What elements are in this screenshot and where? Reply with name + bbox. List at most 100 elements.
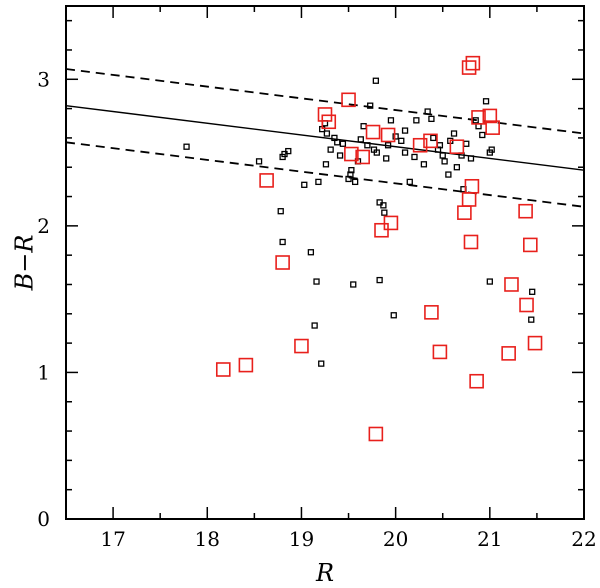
red-square-point-27 (471, 110, 486, 125)
y-tick-label: 3 (37, 67, 50, 91)
black-square-point-12 (315, 178, 322, 186)
red-square-point-15 (412, 137, 428, 153)
red-square-point-13 (380, 127, 396, 143)
x-tick-label: 18 (195, 527, 220, 551)
red-square-point-18 (432, 344, 448, 360)
black-square-point-37 (381, 209, 388, 216)
black-square-point-66 (482, 98, 490, 105)
black-square-point-63 (472, 117, 479, 124)
red-square-point-12 (374, 222, 389, 238)
black-square-point-1 (255, 158, 263, 165)
black-square-point-5 (277, 208, 284, 215)
red-square-point-2 (259, 173, 274, 188)
red-square-point-10 (365, 124, 381, 140)
black-square-point-68 (486, 278, 493, 285)
black-square-point-69 (488, 146, 495, 153)
black-square-point-6 (279, 238, 286, 246)
y-axis-label: B−R (10, 235, 38, 292)
black-square-point-71 (528, 316, 535, 323)
black-square-point-10 (311, 322, 318, 329)
x-tick-label: 20 (383, 527, 408, 551)
black-square-point-41 (392, 133, 399, 140)
red-square-point-14 (383, 215, 399, 231)
red-square-point-30 (501, 346, 516, 361)
black-square-point-27 (357, 136, 364, 143)
black-square-point-24 (350, 281, 357, 288)
red-square-point-33 (519, 297, 534, 313)
dashed-line-2 (65, 141, 585, 208)
x-tick-label: 17 (100, 527, 125, 551)
red-square-point-23 (461, 192, 477, 207)
black-square-point-46 (413, 117, 420, 124)
black-square-point-35 (380, 202, 387, 209)
x-tick-label: 19 (289, 527, 314, 551)
black-square-point-55 (445, 171, 452, 178)
black-square-point-43 (401, 149, 409, 156)
red-square-point-17 (424, 305, 439, 320)
red-square-point-24 (464, 178, 480, 194)
black-square-point-21 (339, 140, 347, 147)
red-square-point-34 (523, 237, 538, 253)
black-square-point-47 (420, 161, 428, 168)
black-square-point-17 (327, 146, 334, 153)
black-square-point-29 (364, 142, 371, 149)
black-square-point-19 (334, 139, 341, 146)
black-square-point-50 (430, 134, 437, 142)
black-square-point-40 (390, 312, 397, 319)
black-square-point-11 (318, 360, 325, 367)
red-square-point-20 (457, 205, 472, 220)
black-square-point-61 (463, 140, 470, 147)
data-points (183, 55, 543, 442)
black-square-point-42 (398, 137, 405, 144)
black-square-point-4 (285, 147, 292, 155)
red-square-point-11 (368, 426, 384, 442)
black-square-point-74 (401, 127, 409, 134)
black-square-point-16 (322, 161, 330, 168)
red-square-point-8 (344, 146, 359, 162)
black-square-point-32 (372, 77, 380, 84)
black-square-point-25 (351, 178, 359, 186)
y-tick-label: 0 (37, 507, 50, 531)
black-square-point-57 (450, 130, 458, 137)
red-square-point-28 (482, 108, 498, 124)
black-square-point-54 (441, 158, 448, 165)
red-square-point-29 (485, 120, 500, 135)
red-square-point-26 (469, 373, 484, 389)
black-square-point-38 (384, 142, 392, 149)
black-square-point-36 (376, 276, 383, 284)
black-square-point-48 (424, 108, 431, 115)
black-square-point-33 (373, 149, 380, 156)
red-square-point-4 (294, 338, 309, 354)
x-axis-label: R (315, 559, 334, 587)
black-square-point-58 (453, 164, 461, 171)
red-square-point-1 (238, 357, 254, 373)
black-square-point-39 (387, 117, 395, 124)
fit-line-0 (65, 104, 585, 171)
black-square-point-65 (479, 131, 486, 139)
black-square-point-44 (406, 178, 413, 186)
red-square-point-9 (355, 149, 370, 165)
x-tick-label: 22 (571, 527, 596, 551)
black-square-point-73 (383, 155, 390, 162)
black-square-point-8 (307, 249, 315, 256)
red-square-point-5 (317, 107, 333, 122)
black-square-point-9 (313, 278, 320, 285)
red-square-point-21 (461, 60, 477, 75)
axis-ticks: 17 18 19 20 21 22 0 1 2 3 (37, 6, 597, 551)
red-square-point-7 (341, 92, 356, 108)
red-square-point-35 (527, 335, 543, 351)
dashed-line-1 (65, 68, 585, 135)
black-square-point-62 (467, 155, 475, 162)
fit-lines (65, 68, 585, 208)
black-square-point-20 (336, 152, 344, 159)
black-square-point-45 (411, 153, 418, 161)
red-square-point-16 (423, 133, 438, 149)
red-square-point-19 (449, 139, 465, 155)
black-square-point-30 (367, 102, 374, 109)
red-square-point-3 (275, 255, 290, 270)
black-square-point-49 (428, 115, 435, 123)
red-square-point-22 (465, 55, 481, 71)
black-square-point-72 (347, 171, 354, 178)
red-square-point-6 (321, 114, 337, 130)
